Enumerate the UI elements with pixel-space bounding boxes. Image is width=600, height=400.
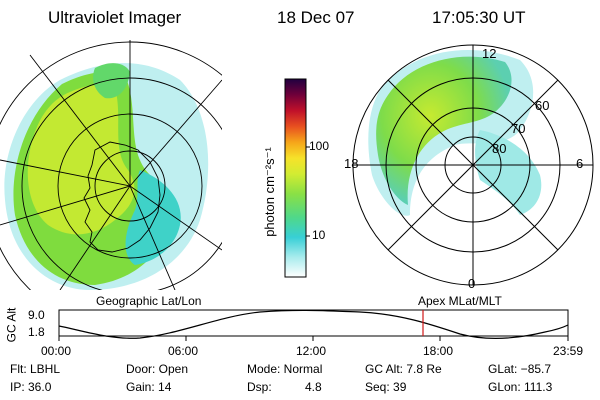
geo-meridians [0,40,222,290]
polar-emission [376,56,512,206]
xtick-1800: 18:00 [423,344,454,358]
colorbar-unit-label: photon cm⁻²s⁻¹ [261,147,277,237]
altitude-curve [58,309,569,340]
header-date: 18 Dec 07 [277,8,355,27]
colorbar-tick-10: 10 [312,228,326,242]
polar-mlt-lines [353,45,593,285]
geo-emission-upper [93,63,130,99]
info-seq: Seq: 39 [365,380,407,394]
xtick-0000: 00:00 [41,344,72,358]
mlt-label-0: 0 [468,276,476,291]
polar-image-panel [352,44,594,286]
altitude-ylabel: GC Alt [4,307,19,343]
altitude-frame [58,309,569,337]
lat-label-70: 70 [511,121,526,136]
colorbar-scale [284,78,307,278]
geo-panel-label: Geographic Lat/Lon [96,294,202,308]
mlt-label-6: 6 [576,156,584,171]
polar-panel-label: Apex MLat/MLT [418,294,502,308]
xtick-1200: 12:00 [296,344,327,358]
info-door: Door: Open [126,362,189,376]
header-time: 17:05:30 UT [432,8,526,27]
xtick-0600: 06:00 [168,344,199,358]
info-gc-alt: GC Alt: 7.8 Re [365,362,442,376]
info-ip: IP: 36.0 [10,380,52,394]
xtick-2359: 23:59 [553,344,584,358]
altitude-ytick-9: 9.0 [28,308,45,322]
altitude-plot [58,309,569,341]
info-glat: GLat: −85.7 [488,362,552,376]
mlt-label-12: 12 [482,46,497,61]
geo-emission-bright [27,85,135,235]
colorbar [284,78,310,278]
geo-emission-cyan [125,170,181,265]
info-dsp-value: 4.8 [305,380,322,394]
altitude-ytick-1.8: 1.8 [28,325,45,339]
colorbar-tick-100: 100 [309,139,330,153]
info-gain: Gain: 14 [126,380,172,394]
polar-emission-right [475,130,542,215]
info-glon: GLon: 111.3 [488,380,553,394]
altitude-xticks [58,336,569,341]
continent-outline [83,141,161,253]
geographic-image-panel [0,40,222,290]
info-filter: Flt: LBHL [10,362,61,376]
lat-label-80: 80 [492,141,507,156]
info-dsp-label: Dsp: [247,380,272,394]
lat-label-60: 60 [535,98,550,113]
mlt-label-18: 18 [344,156,359,171]
info-mode: Mode: Normal [247,362,323,376]
header-title: Ultraviolet Imager [48,8,182,27]
